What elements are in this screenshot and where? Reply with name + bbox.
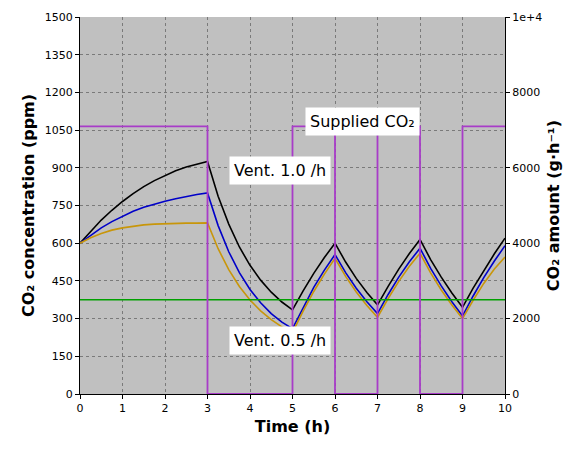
svg-text:Supplied CO₂: Supplied CO₂ [310,112,415,131]
svg-text:450: 450 [52,275,73,288]
svg-text:9: 9 [459,402,466,415]
svg-text:0: 0 [66,388,73,401]
svg-text:150: 150 [52,350,73,363]
svg-text:0: 0 [512,388,519,401]
svg-text:6: 6 [332,402,339,415]
svg-text:Time (h): Time (h) [255,417,331,436]
svg-text:Vent. 0.5 /h: Vent. 0.5 /h [234,331,326,350]
svg-text:2: 2 [162,402,169,415]
svg-text:5: 5 [289,402,296,415]
svg-text:4: 4 [247,402,254,415]
svg-text:1: 1 [119,402,126,415]
svg-text:10: 10 [498,402,512,415]
svg-text:600: 600 [52,237,73,250]
svg-text:1050: 1050 [45,124,73,137]
svg-text:1200: 1200 [45,86,73,99]
svg-text:6000: 6000 [512,162,540,175]
svg-text:CO₂ concentration (ppm): CO₂ concentration (ppm) [19,94,38,317]
svg-text:3: 3 [204,402,211,415]
svg-text:Vent. 1.0 /h: Vent. 1.0 /h [234,161,326,180]
svg-text:1350: 1350 [45,49,73,62]
svg-text:1e+4: 1e+4 [512,11,542,24]
svg-text:4000: 4000 [512,237,540,250]
svg-text:7: 7 [374,402,381,415]
svg-text:300: 300 [52,312,73,325]
svg-text:8000: 8000 [512,86,540,99]
svg-text:750: 750 [52,199,73,212]
svg-text:0: 0 [77,402,84,415]
svg-text:CO₂ amount (g·h⁻¹): CO₂ amount (g·h⁻¹) [544,120,563,291]
svg-text:2000: 2000 [512,312,540,325]
svg-text:1500: 1500 [45,11,73,24]
svg-text:900: 900 [52,162,73,175]
svg-text:8: 8 [417,402,424,415]
